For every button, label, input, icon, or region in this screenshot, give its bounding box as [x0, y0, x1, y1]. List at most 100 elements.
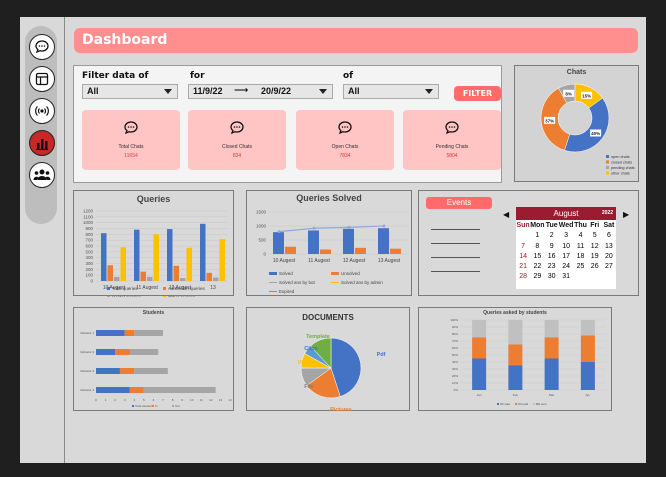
calendar-month: August — [553, 209, 579, 218]
calendar-date[interactable]: 12 — [590, 242, 599, 250]
calendar-date[interactable]: 2 — [549, 232, 554, 240]
calendar-date[interactable]: 20 — [605, 252, 613, 260]
chats-legend-item: other chats — [606, 171, 630, 176]
calendar-date[interactable]: 13 — [605, 242, 613, 250]
calendar-date[interactable]: 24 — [562, 263, 570, 271]
calendar-date[interactable]: 21 — [519, 263, 527, 271]
queries-asked-title: Queries asked by students — [483, 310, 547, 316]
y-tick-label: 1000 — [83, 220, 94, 225]
calendar-date[interactable]: 7 — [521, 242, 526, 250]
bar-chart-icon[interactable] — [29, 130, 55, 156]
stat-card-pending-chats[interactable]: Pending Chats 5804 — [403, 110, 501, 170]
filter-button[interactable]: FILTER — [454, 86, 501, 101]
calendar-date[interactable]: 28 — [519, 273, 527, 281]
stat-card-value: 7834 — [339, 153, 351, 159]
chat-icon — [445, 121, 459, 135]
calendar-day-name: Tue — [545, 222, 558, 229]
calendar-header: August 2022 — [516, 207, 616, 220]
queries-bar — [101, 233, 107, 281]
queries-asked-bar — [472, 358, 487, 390]
calendar-date[interactable]: 4 — [578, 232, 583, 240]
chats-legend-item: pending chats — [606, 166, 635, 170]
broadcast-icon[interactable] — [29, 98, 55, 124]
calendar-date[interactable]: 16 — [547, 252, 556, 260]
x-tick-label: 6 — [153, 398, 155, 402]
next-month-icon[interactable]: ▶ — [623, 210, 630, 219]
svg-text:Total queries: Total queries — [112, 286, 138, 291]
solved-bar — [308, 230, 319, 254]
queries-bar — [120, 247, 126, 281]
calendar-date[interactable]: 23 — [547, 263, 556, 271]
sidebar — [25, 26, 57, 224]
svg-text:Solved ans by bot: Solved ans by bot — [279, 280, 316, 285]
documents-slice — [306, 367, 341, 399]
svg-text:In: In — [155, 404, 158, 408]
calendar-year: 2022 — [601, 210, 613, 216]
calendar-date[interactable]: 8 — [535, 242, 540, 250]
calendar-date[interactable]: 15 — [533, 252, 542, 260]
calendar-date[interactable]: 19 — [590, 252, 599, 260]
queries-solved-panel: Queries Solved 0 500 1000 1500 10 Augest 11 A… — [246, 190, 412, 296]
queries-asked-panel: Queries asked by students 0% 10% 20% 30% 40%… — [418, 307, 612, 411]
chats-slice — [540, 87, 571, 151]
event-line — [431, 257, 480, 258]
events-button[interactable]: Events — [426, 197, 492, 209]
calendar-date[interactable]: 30 — [547, 273, 556, 281]
x-tick-label: 3 — [124, 398, 126, 402]
calendar-date[interactable]: 27 — [605, 263, 613, 271]
chats-slice — [564, 97, 610, 153]
queries-asked-bar — [472, 320, 487, 338]
queries-asked-bar — [580, 335, 595, 362]
y-tick-label: Indicator 2 — [80, 350, 94, 354]
students-title: Students — [142, 310, 165, 316]
calendar-day-name: Thu — [574, 222, 587, 229]
solved-by-bot-point — [312, 226, 316, 230]
y-tick-label: Indicator 4 — [80, 388, 94, 392]
calendar-date[interactable]: 18 — [576, 252, 585, 260]
calendar-date[interactable]: 1 — [535, 232, 540, 240]
calendar-date[interactable]: 14 — [519, 252, 527, 260]
queries-bar — [206, 272, 212, 281]
y-tick-label: Indicator 3 — [80, 369, 94, 373]
calendar-date[interactable]: 26 — [590, 263, 599, 271]
calendar-date[interactable]: 6 — [606, 232, 611, 240]
y-tick-label: 200 — [85, 267, 93, 272]
y-tick-label: 500 — [258, 238, 266, 243]
stat-card-closed-chats[interactable]: Closed Chats 834 — [188, 110, 286, 170]
calendar-date — [602, 272, 616, 282]
queries-bar — [180, 278, 186, 281]
prev-month-icon[interactable]: ◀ — [503, 210, 510, 219]
chats-title: Chats — [566, 69, 587, 76]
date-range-dropdown[interactable]: 11/9/22 20/9/22 — [188, 84, 333, 99]
x-tick-label: 13 Augest — [378, 258, 401, 264]
chat-icon[interactable] — [29, 34, 55, 60]
calendar-date — [573, 272, 587, 282]
svg-text:8%: 8% — [565, 91, 572, 96]
stat-card-open-chats[interactable]: Open Chats 7834 — [296, 110, 394, 170]
students-legend-item: In — [152, 404, 158, 408]
page-title: Dashboard — [82, 32, 168, 48]
layout-icon[interactable] — [29, 66, 55, 92]
students-bar — [115, 349, 130, 355]
of-dropdown[interactable]: All — [343, 84, 439, 99]
calendar-date[interactable]: 17 — [562, 252, 570, 260]
calendar-date[interactable]: 25 — [576, 263, 585, 271]
calendar-date[interactable]: 29 — [533, 273, 542, 281]
calendar-date[interactable]: 22 — [533, 263, 542, 271]
calendar-date[interactable]: 10 — [562, 242, 570, 250]
calendar-date[interactable]: 11 — [576, 242, 585, 250]
filter-dropdown[interactable]: All — [82, 84, 178, 99]
chats-legend-item: open chats — [606, 155, 630, 159]
users-icon[interactable] — [29, 162, 55, 188]
students-bar — [96, 349, 116, 355]
calendar-date[interactable]: 5 — [592, 232, 597, 240]
calendar-date[interactable]: 31 — [562, 273, 570, 281]
stat-card-total-chats[interactable]: Total Chats 11654 — [82, 110, 180, 170]
queries-panel: Queries 0 100 200 300 400 500 600 700 800 900 1000… — [73, 190, 234, 297]
calendar-day-name: Sun — [516, 222, 530, 229]
calendar-date[interactable]: 3 — [564, 232, 569, 240]
arrow-right-icon: ⟶ — [234, 85, 249, 96]
y-tick-label: 0 — [90, 279, 93, 284]
calendar-date[interactable]: 9 — [549, 242, 554, 250]
students-bar — [134, 368, 168, 374]
